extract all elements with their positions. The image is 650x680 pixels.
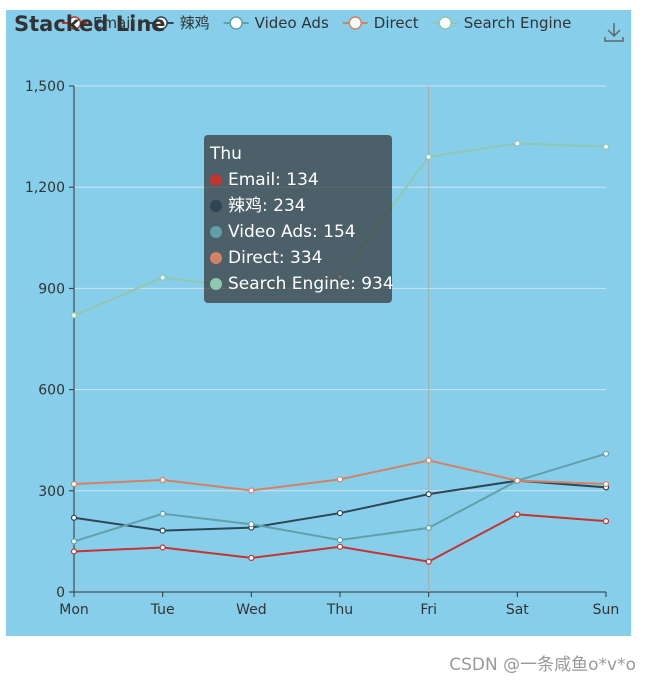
x-tick-label: Wed (236, 602, 267, 618)
data-point (70, 480, 78, 488)
x-tick-label: Thu (326, 602, 353, 618)
tooltip-marker-dot (210, 200, 222, 212)
line-chart: 0 300 600 900 1,200 1,500 Mon Tue Wed Thu Fri Sat Su… (25, 14, 620, 618)
y-tick-label: 1,500 (25, 79, 65, 95)
y-tick-label: 1,200 (25, 180, 65, 196)
watermark: CSDN @一条咸鱼o*v*o (449, 655, 636, 675)
chart-title: Stacked Line (14, 12, 166, 36)
data-point (159, 527, 166, 534)
data-point (336, 509, 344, 517)
tooltip-row: Direct: 334 (210, 245, 386, 271)
tooltip-row-text: Video Ads: 154 (228, 222, 356, 242)
data-point (336, 543, 344, 550)
data-point (159, 274, 166, 281)
x-tick-label: Mon (59, 602, 89, 618)
tooltip-row-text: Direct: 334 (228, 248, 323, 268)
y-tick-label: 600 (38, 383, 65, 399)
legend-marker (67, 16, 82, 30)
data-point (336, 536, 344, 544)
y-tick-label: 0 (56, 585, 65, 601)
tooltip-row-text: Email: 134 (228, 170, 319, 190)
data-point (248, 487, 255, 494)
data-point (602, 143, 610, 150)
tooltip-marker-dot (210, 252, 222, 264)
data-point (425, 457, 432, 464)
download-icon[interactable] (603, 21, 625, 43)
data-point (425, 491, 432, 498)
series-line (73, 452, 607, 543)
tooltip-row: 辣鸡: 234 (210, 193, 386, 219)
data-point (159, 476, 166, 484)
legend-label: 辣鸡 (180, 14, 210, 32)
y-tick-label: 300 (38, 484, 65, 500)
data-point (336, 476, 344, 483)
legend-marker (348, 16, 363, 30)
data-point (425, 524, 432, 532)
tooltip-row: Search Engine: 934 (210, 271, 394, 297)
legend-label: Direct (374, 14, 419, 32)
legend-label: Search Engine (464, 14, 572, 32)
data-point (602, 480, 610, 488)
series-line (73, 479, 607, 532)
tooltip-row-text: Search Engine: 934 (228, 274, 394, 294)
data-point (425, 153, 432, 160)
data-point (159, 544, 166, 551)
data-point (70, 312, 78, 319)
x-tick-label: Sat (506, 602, 529, 618)
tooltip-marker-dot (210, 174, 222, 186)
legend-label: Email (93, 14, 135, 32)
data-point (425, 558, 432, 565)
data-point (248, 554, 255, 562)
data-point (159, 510, 166, 517)
data-point (70, 548, 78, 555)
data-point (514, 511, 521, 518)
tooltip-marker-dot (210, 226, 222, 238)
data-point (514, 140, 521, 147)
data-point (70, 538, 78, 545)
legend-marker (154, 16, 168, 30)
series-line (73, 459, 607, 492)
x-tick-label: Sun (593, 602, 620, 618)
tooltip-row: Email: 134 (210, 167, 386, 193)
x-tick-label: Fri (420, 602, 437, 618)
y-tick-label: 900 (38, 281, 65, 297)
legend-marker (229, 16, 243, 30)
tooltip-row-text: 辣鸡: 234 (228, 196, 306, 216)
data-point (70, 514, 78, 521)
tooltip-title: Thu (210, 144, 242, 164)
chart-panel: 0 300 600 900 1,200 1,500 Mon Tue Wed Thu Fri Sat Su… (6, 10, 631, 636)
data-point (602, 518, 610, 525)
tooltip: Thu Email: 134 辣鸡: 234 Video Ads: 154 Di… (204, 135, 394, 303)
data-point (514, 477, 521, 484)
data-point (602, 450, 610, 457)
tooltip-marker-dot (210, 278, 222, 290)
legend-marker (438, 16, 452, 30)
data-point (248, 521, 255, 528)
tooltip-row: Video Ads: 154 (210, 219, 386, 245)
x-tick-label: Tue (150, 602, 175, 618)
legend-label: Video Ads (255, 14, 329, 32)
